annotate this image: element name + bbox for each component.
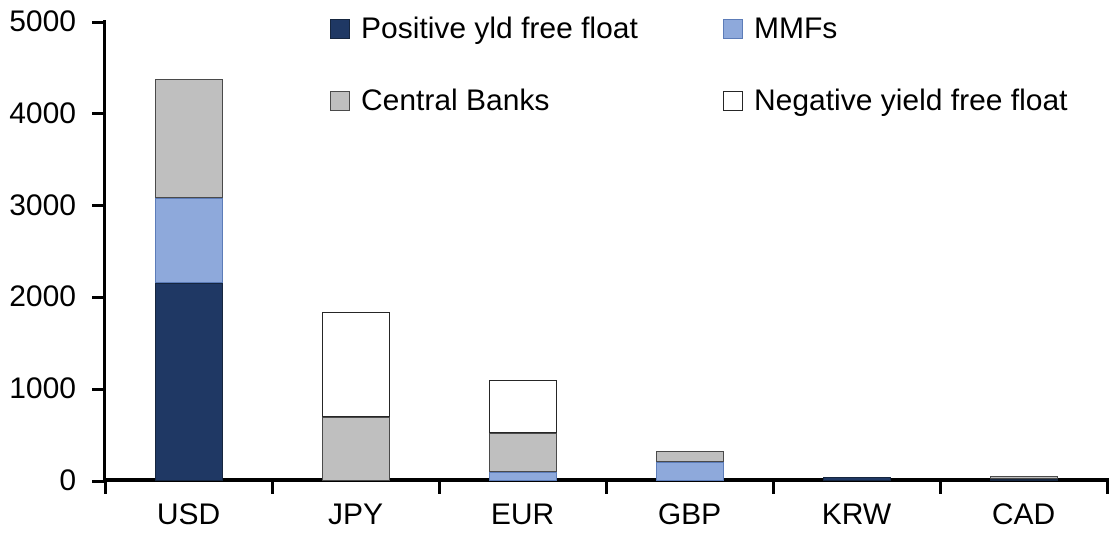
bar-jpy xyxy=(321,312,390,481)
x-tick xyxy=(270,482,274,494)
bar-segment-mmfs xyxy=(655,462,724,481)
bar-segment-mmfs xyxy=(154,198,223,283)
y-tick-label: 4000 xyxy=(9,96,76,130)
y-tick xyxy=(92,387,104,391)
bar-segment-positive-yld-free-float xyxy=(154,283,223,481)
x-axis-line xyxy=(103,478,1109,482)
y-tick xyxy=(92,479,104,483)
y-tick-label: 1000 xyxy=(9,372,76,406)
x-category-label-usd: USD xyxy=(156,498,221,531)
y-tick-label: 3000 xyxy=(9,188,76,222)
x-tick xyxy=(103,482,107,494)
x-tick xyxy=(604,482,608,494)
y-tick xyxy=(92,112,104,116)
legend-label: Negative yield free float xyxy=(754,84,1068,117)
legend-swatch-icon xyxy=(723,19,743,39)
bar-eur xyxy=(488,380,557,481)
legend-label: Central Banks xyxy=(361,84,550,117)
bar-segment-central-banks xyxy=(488,433,557,472)
bar-segment-mmfs xyxy=(488,472,557,481)
x-category-label-cad: CAD xyxy=(991,498,1056,531)
bar-krw xyxy=(822,477,891,481)
bar-gbp xyxy=(655,451,724,481)
legend-item-negative-yield-free-float: Negative yield free float xyxy=(723,84,1068,118)
legend-label: Positive yld free float xyxy=(361,12,638,45)
bar-cad xyxy=(989,476,1058,481)
bar-segment-positive-yld-free-float xyxy=(822,477,891,481)
y-tick xyxy=(92,204,104,208)
legend-label: MMFs xyxy=(754,12,838,45)
x-category-label-eur: EUR xyxy=(490,498,555,531)
y-tick-label: 2000 xyxy=(9,280,76,314)
bar-segment-positive-yld-free-float xyxy=(989,479,1058,481)
x-category-label-jpy: JPY xyxy=(327,498,384,531)
y-tick xyxy=(92,20,104,24)
x-tick xyxy=(437,482,441,494)
y-tick-label: 0 xyxy=(59,464,76,497)
chart-legend: Positive yld free float MMFs Central Banks… xyxy=(330,12,1068,118)
bar-segment-central-banks xyxy=(989,476,1058,479)
y-tick xyxy=(92,295,104,299)
legend-swatch-icon xyxy=(330,19,350,39)
legend-swatch-icon xyxy=(723,91,743,111)
legend-swatch-icon xyxy=(330,91,350,111)
x-tick xyxy=(771,482,775,494)
bar-segment-central-banks xyxy=(655,451,724,462)
x-category-label-gbp: GBP xyxy=(657,498,722,531)
bar-segment-negative-yield-free-float xyxy=(321,312,390,417)
x-tick xyxy=(1105,482,1109,494)
bar-usd xyxy=(154,79,223,481)
y-tick-label: 5000 xyxy=(9,5,76,38)
bar-segment-central-banks xyxy=(321,417,390,481)
x-category-label-krw: KRW xyxy=(821,498,892,531)
y-axis-line xyxy=(103,20,106,482)
x-tick xyxy=(938,482,942,494)
bar-segment-negative-yield-free-float xyxy=(488,380,557,433)
legend-item-mmfs: MMFs xyxy=(723,12,1068,46)
legend-item-positive-yld-free-float: Positive yld free float xyxy=(330,12,723,46)
bar-segment-central-banks xyxy=(154,79,223,198)
legend-item-central-banks: Central Banks xyxy=(330,84,723,118)
